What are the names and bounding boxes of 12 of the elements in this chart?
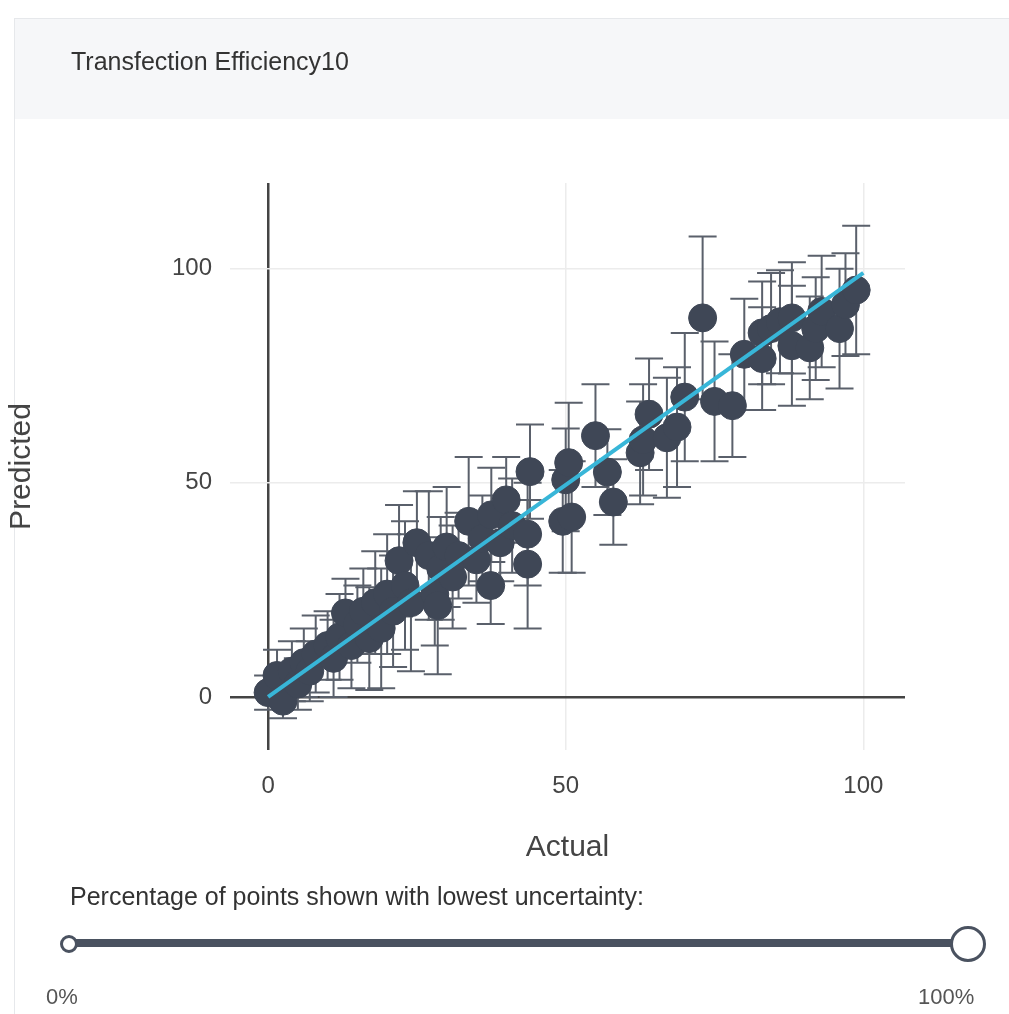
y-tick-label: 0 <box>198 681 212 709</box>
y-tick-label: 50 <box>185 467 212 495</box>
x-tick-label: 0 <box>261 771 275 799</box>
text: Percentage of points shown with lowest uncertainty: <box>70 882 644 911</box>
x-tick-label: 50 <box>552 771 580 799</box>
chart-title: Transfection Efficiency10 <box>71 47 349 76</box>
x-axis-title: Actual <box>525 829 610 863</box>
y-axis-title: Predicted <box>3 403 37 530</box>
y-tick-label: 100 <box>171 253 212 281</box>
x-tick-label: 100 <box>843 771 884 799</box>
text: 0% <box>46 984 78 1010</box>
text: 100% <box>918 984 975 1010</box>
